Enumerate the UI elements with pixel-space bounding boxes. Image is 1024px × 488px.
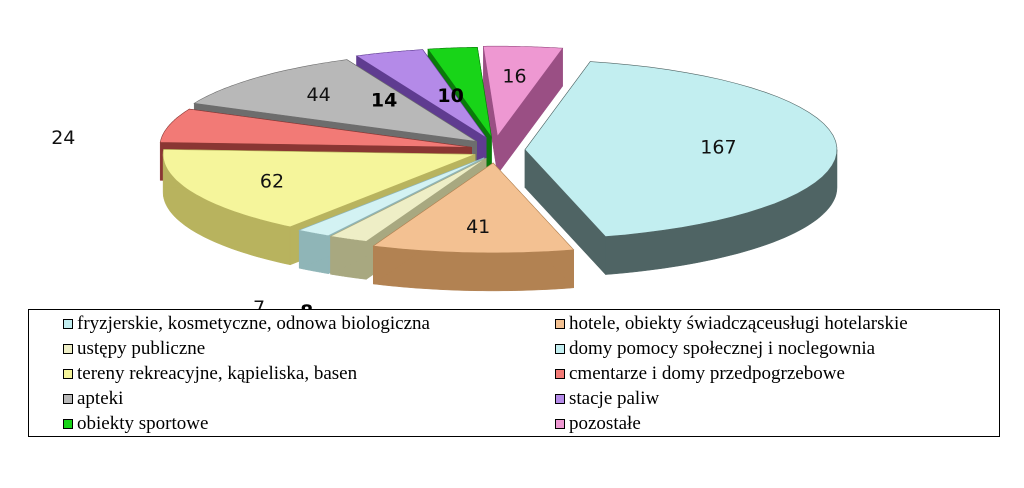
legend-item: domy pomocy społecznej i noclegownia	[555, 337, 875, 361]
pie-slices	[159, 45, 838, 292]
data-label: 44	[307, 84, 331, 106]
legend-swatch	[63, 419, 73, 429]
legend-item: ustępy publiczne	[63, 337, 205, 361]
pie-slice-top	[329, 158, 487, 242]
pie-slice-top	[193, 59, 477, 142]
pie-slice-top	[427, 47, 492, 138]
legend-item: tereny rekreacyjne, kąpieliska, basen	[63, 362, 357, 386]
legend-label: hotele, obiekty świadczące​usługi hotela…	[569, 313, 908, 334]
legend-swatch	[63, 344, 73, 354]
data-labels: 1674187622444141016	[51, 66, 736, 324]
data-label: 167	[700, 137, 736, 159]
pie-slice-top	[159, 108, 472, 148]
legend-label: fryzjerskie, kosmetyczne, odnowa biologi…	[77, 313, 430, 334]
pie-slice	[524, 60, 838, 276]
legend-item: obiekty sportowe	[63, 412, 208, 436]
pie-slice	[372, 162, 575, 292]
legend-label: domy pomocy społecznej i noclegownia	[569, 338, 876, 359]
pie-slice-top	[482, 45, 564, 137]
data-label: 10	[437, 85, 463, 107]
legend-item: apteki	[63, 387, 123, 411]
legend-item: pozostałe	[555, 412, 641, 436]
pie-slice-top	[524, 61, 838, 237]
data-label: 14	[371, 90, 397, 112]
legend-label: obiekty sportowe	[77, 413, 209, 434]
data-label: 24	[51, 127, 75, 149]
legend-label: cmentarze i domy przedpogrzebowe	[569, 363, 845, 384]
legend-label: pozostałe	[569, 413, 641, 434]
legend-swatch	[63, 394, 73, 404]
legend-item: fryzjerskie, kosmetyczne, odnowa biologi…	[63, 312, 430, 336]
legend-label: stacje paliw	[569, 388, 660, 409]
pie-slice-top	[298, 157, 485, 237]
chart-legend: fryzjerskie, kosmetyczne, odnowa biologi…	[28, 309, 1000, 437]
pie-slice-top	[372, 162, 575, 254]
legend-swatch	[63, 319, 73, 329]
pie-slice-top	[355, 49, 487, 138]
data-label: 16	[502, 66, 526, 88]
legend-label: apteki	[77, 388, 124, 409]
legend-swatch	[63, 369, 73, 379]
legend-item: stacje paliw	[555, 387, 659, 411]
pie-slice	[482, 45, 564, 175]
legend-item: cmentarze i domy przedpogrzebowe	[555, 362, 845, 386]
legend-swatch	[555, 419, 565, 429]
legend-label: tereny rekreacyjne, kąpieliska, basen	[77, 363, 358, 384]
legend-swatch	[555, 394, 565, 404]
legend-swatch	[555, 319, 565, 329]
legend-swatch	[555, 369, 565, 379]
pie-slice-top	[162, 149, 476, 228]
data-label: 62	[260, 171, 284, 193]
legend-swatch	[555, 344, 565, 354]
legend-label: ustępy publiczne	[77, 338, 206, 359]
data-label: 41	[466, 216, 490, 238]
legend-item: hotele, obiekty świadczące​usługi hotela…	[555, 312, 908, 336]
